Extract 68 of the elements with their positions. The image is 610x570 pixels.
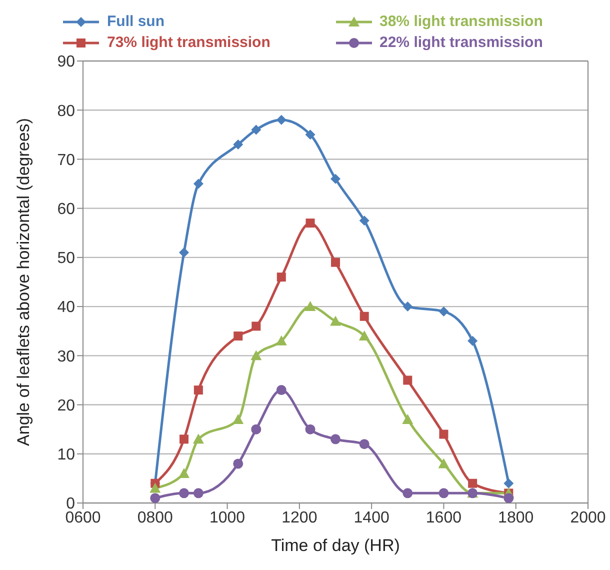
y-axis-title: Angle of leaflets above horizontal (degrees) [14,118,34,446]
point [276,335,287,346]
point [192,434,204,444]
point [438,458,450,468]
point [276,272,286,282]
point [360,312,369,321]
point [305,130,316,140]
y-tick-label: 40 [57,299,76,316]
point [358,330,370,341]
point [439,430,448,439]
point [330,316,341,326]
point [252,322,261,331]
point [402,414,414,424]
point [438,306,449,316]
point [305,424,316,434]
y-tick-label: 30 [57,348,76,366]
point [330,174,340,184]
x-tick-label: 1800 [498,509,534,526]
point [468,478,478,488]
point [403,376,412,385]
point [180,434,188,444]
point [150,482,161,493]
point [233,139,244,150]
x-tick-label: 1000 [209,509,246,526]
point [468,336,478,346]
point [250,350,262,360]
point [359,216,370,226]
legend-label: Full sun [107,13,164,30]
legend-label: 22% light transmission [380,34,543,51]
point [438,488,449,498]
x-tick-label: 0800 [137,509,174,526]
point [402,302,413,312]
point [306,218,315,228]
y-tick-label: 50 [57,250,76,268]
point [402,488,413,498]
point [276,385,286,396]
point [150,493,160,503]
legend-label: 38% light transmission [380,13,543,30]
y-tick-label: 80 [57,102,76,120]
x-tick-label: 1200 [282,509,318,526]
point [178,468,190,478]
point [304,301,316,312]
y-tick-label: 60 [57,201,76,218]
x-axis-title: Time of day (HR) [271,536,400,555]
y-tick-label: 20 [57,397,76,414]
y-tick-label: 10 [57,446,76,464]
x-tick-label: 1400 [354,509,390,526]
y-tick-label: 70 [57,152,76,169]
point [193,488,204,498]
x-tick-label: 1600 [426,509,462,526]
point [276,114,286,125]
legend-label: 73% light transmission [107,34,270,51]
point [179,488,189,498]
point [251,124,262,135]
point [234,332,243,341]
y-tick-label: 90 [57,54,76,71]
point [504,493,514,503]
point [251,424,262,434]
point [194,386,203,395]
point [179,248,189,258]
point [233,458,244,469]
x-tick-label: 2000 [570,509,606,526]
point [359,439,370,450]
point [232,414,244,424]
point [330,434,340,444]
point [504,478,514,488]
point [331,258,340,267]
point [193,178,204,189]
